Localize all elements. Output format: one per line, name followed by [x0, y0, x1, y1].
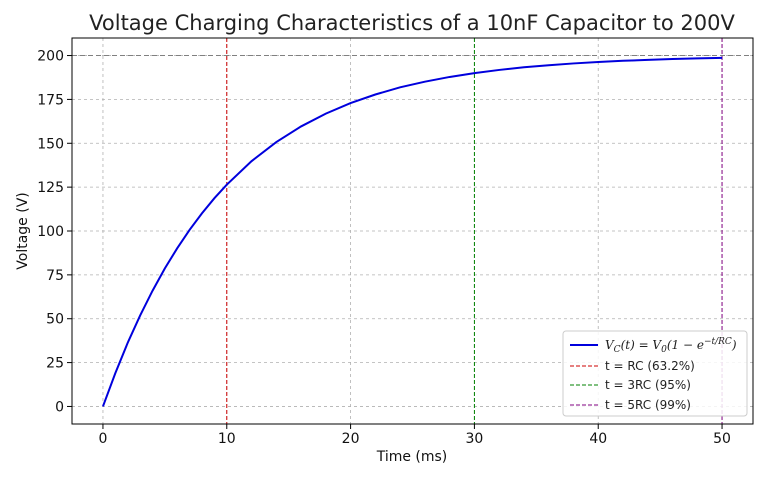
y-tick-label: 50: [46, 312, 64, 328]
tick-layer: 0 10 20 30 40 50 0 25 50 75 100 125 150 175 200: [37, 49, 731, 447]
chart-title: Voltage Charging Characteristics of a 10…: [89, 11, 735, 35]
series-line-1: [102, 56, 723, 407]
y-tick-label: 125: [37, 180, 64, 196]
legend-box: [562, 330, 748, 417]
legend-label-3: t = 3RC (95%): [605, 378, 691, 392]
y-tick-label: 25: [46, 356, 64, 372]
y-tick-label: 100: [37, 224, 64, 240]
x-tick-label: 10: [218, 431, 236, 447]
legend-label-1: VC(t) = V0(1 − e−t/RC): [605, 337, 737, 355]
x-tick-label: 0: [98, 431, 107, 447]
y-tick-label: 0: [55, 399, 64, 415]
x-tick-label: 30: [465, 431, 483, 447]
x-tick-label: 40: [589, 431, 607, 447]
y-tick-label: 175: [37, 92, 64, 108]
y-tick-label: 75: [46, 268, 64, 284]
x-tick-label: 50: [713, 431, 731, 447]
legend: VC(t) = V0(1 − e−t/RC) t = RC (63.2%) t = …: [562, 330, 748, 417]
series-layer: [102, 56, 723, 407]
y-tick-label: 150: [37, 136, 64, 152]
x-axis-label: Time (ms): [376, 449, 448, 465]
x-tick-label: 20: [342, 431, 360, 447]
y-tick-label: 200: [37, 49, 64, 65]
legend-label-2: t = RC (63.2%): [605, 359, 695, 373]
y-axis-label: Voltage (V): [15, 192, 31, 269]
legend-label-4: t = 5RC (99%): [605, 398, 691, 412]
